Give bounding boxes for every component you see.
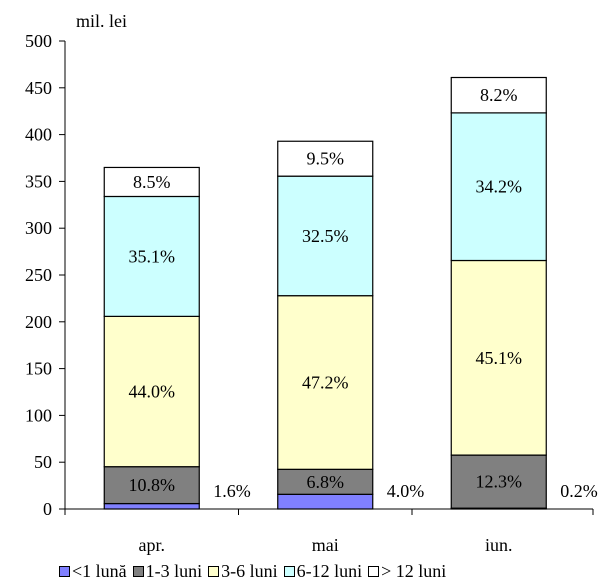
data-label: 47.2%	[302, 372, 349, 392]
data-label: 32.5%	[302, 226, 349, 246]
stacked-bar-chart: mil. lei 0 50 100 150 200 250 300 350 400 450 500 1…	[25, 11, 598, 555]
bar-segment	[103, 166, 200, 198]
bar-segment	[103, 502, 200, 510]
data-label: 10.8%	[129, 475, 176, 495]
legend-label: 6-12 luni	[296, 560, 363, 581]
legend-swatch	[283, 565, 295, 577]
legend-item: 1-3 luni	[132, 560, 203, 582]
legend-label: 3-6 luni	[221, 560, 278, 581]
data-label: 12.3%	[476, 472, 523, 492]
x-tick-label: iun.	[485, 535, 513, 555]
legend-swatch	[368, 565, 380, 577]
y-tick-label: 150	[25, 359, 52, 379]
data-label: 35.1%	[129, 246, 176, 266]
y-tick-label: 100	[25, 405, 52, 425]
bar-segment	[450, 76, 547, 114]
y-tick-label: 300	[25, 218, 52, 238]
bar-segment	[450, 259, 547, 456]
y-tick-label: 200	[25, 312, 52, 332]
legend-label: 1-3 luni	[145, 560, 203, 581]
data-label: 34.2%	[476, 177, 523, 197]
x-tick-label: apr.	[139, 535, 166, 555]
data-label: 44.0%	[129, 382, 176, 402]
data-label: 4.0%	[387, 481, 425, 501]
legend-swatch	[132, 565, 144, 577]
legend-item: <1 lună	[59, 561, 127, 582]
bar-segment	[103, 195, 200, 317]
y-tick-label: 400	[25, 125, 52, 145]
bar-segment	[277, 468, 374, 495]
y-tick-label: 50	[34, 452, 52, 472]
y-tick-label: 450	[25, 78, 52, 98]
y-tick-label: 350	[25, 171, 52, 191]
bar-segment	[450, 112, 547, 262]
data-label: 45.1%	[476, 348, 523, 368]
data-label: 8.5%	[133, 172, 171, 192]
bar-segment	[450, 454, 547, 509]
bar-segment	[103, 315, 200, 468]
legend-item: > 12 luni	[368, 561, 446, 582]
x-tick-label: mai	[312, 535, 339, 555]
y-tick-label: 0	[43, 499, 52, 519]
data-label: 1.6%	[213, 481, 251, 501]
bar-segment	[277, 295, 374, 470]
chart-legend: <1 lună 1-3 luni 3-6 luni 6-12 luni > 12…	[59, 558, 601, 584]
bar-segment	[103, 466, 200, 505]
legend-swatch	[59, 565, 70, 577]
unit-label: mil. lei	[76, 11, 127, 31]
y-tick-label: 250	[25, 265, 52, 285]
data-label: 8.2%	[480, 85, 518, 105]
data-label: 0.2%	[560, 481, 598, 501]
bar-segment	[277, 140, 374, 177]
legend-label: <1 lună	[72, 560, 127, 581]
legend-label: > 12 luni	[381, 560, 447, 581]
data-label: 6.8%	[307, 472, 345, 492]
bar-segment	[277, 493, 374, 510]
legend-swatch	[208, 565, 220, 577]
legend-item: 3-6 luni	[208, 561, 278, 582]
y-tick-label: 500	[25, 31, 52, 51]
data-label: 9.5%	[307, 149, 345, 169]
legend-item: 6-12 luni	[283, 560, 363, 582]
